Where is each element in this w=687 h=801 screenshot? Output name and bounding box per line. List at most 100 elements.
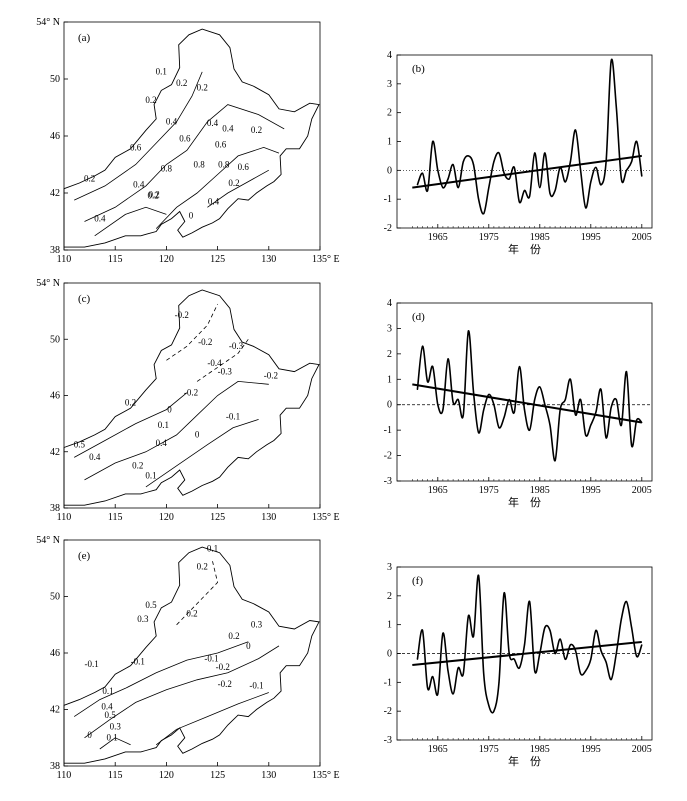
contour-label: 0 — [195, 430, 200, 440]
data-point — [488, 393, 490, 396]
map-panel-label: (e) — [78, 550, 91, 562]
x-tick-label: 1975 — [479, 744, 499, 755]
data-point — [467, 330, 469, 332]
data-point — [483, 212, 485, 215]
data-point — [544, 152, 546, 154]
contour-line — [155, 146, 280, 229]
x-tick-label: 1985 — [530, 744, 550, 755]
data-point — [472, 635, 475, 637]
data-point — [590, 181, 592, 183]
contour-line — [196, 339, 249, 382]
lon-tick-label: 135° E — [312, 512, 340, 523]
contour-label: -0.2 — [216, 662, 230, 672]
contour-label: -0.2 — [218, 679, 232, 689]
lon-tick-label: 115 — [108, 770, 123, 781]
data-point — [549, 629, 551, 632]
lat-tick-label: 42 — [50, 447, 60, 458]
data-point — [498, 152, 500, 154]
contour-line — [74, 71, 203, 201]
region-outline — [63, 289, 320, 506]
data-point — [636, 655, 638, 657]
data-point — [636, 140, 638, 143]
data-point — [503, 172, 505, 174]
contour-label: 0.2 — [125, 397, 136, 407]
data-point — [641, 644, 643, 646]
data-point — [503, 416, 505, 419]
map-panel — [63, 21, 321, 251]
contour-line — [84, 380, 269, 481]
contour-label: 0 — [189, 211, 194, 221]
x-axis-label: 年 份 — [508, 495, 541, 509]
data-point — [416, 388, 418, 391]
map-panel — [63, 539, 321, 767]
data-point — [610, 60, 612, 62]
data-point — [595, 629, 597, 632]
map-panel-label: (a) — [78, 32, 91, 44]
contour-line — [84, 645, 280, 739]
contour-label: -0.1 — [131, 656, 145, 666]
data-point — [457, 187, 459, 189]
lon-tick-label: 110 — [57, 770, 72, 781]
data-point — [539, 386, 541, 388]
data-point — [483, 409, 485, 411]
lon-tick-label: 125 — [210, 770, 225, 781]
lat-tick-label: 46 — [50, 131, 60, 142]
contour-label: 0.4 — [133, 179, 145, 189]
x-tick-label: 2005 — [632, 485, 652, 496]
data-point — [498, 427, 500, 429]
timeseries-panel-label: (d) — [412, 311, 425, 323]
lon-tick-label: 135° E — [312, 254, 340, 265]
y-tick-label: -3 — [384, 735, 392, 746]
data-point — [498, 681, 500, 683]
timeseries-panel — [396, 54, 653, 229]
data-point — [462, 673, 464, 675]
data-point — [625, 169, 628, 171]
y-tick-label: -1 — [384, 194, 392, 205]
contour-label: 0.4 — [156, 438, 168, 448]
x-tick-label: 2005 — [632, 744, 652, 755]
data-point — [427, 381, 429, 383]
contour-label: 0.2 — [251, 125, 262, 135]
lat-tick-label: 54° N — [36, 535, 60, 546]
y-tick-label: 2 — [387, 108, 392, 119]
data-point — [508, 652, 510, 655]
data-point — [478, 432, 480, 434]
data-point — [523, 189, 526, 192]
data-point — [590, 424, 592, 426]
data-point — [564, 399, 566, 401]
data-point — [625, 371, 628, 373]
data-point — [427, 189, 429, 192]
data-point — [620, 178, 623, 180]
contour-label: 0.6 — [179, 134, 191, 144]
timeseries-panel-label: (b) — [412, 63, 425, 75]
y-tick-label: 4 — [387, 298, 392, 309]
y-tick-label: -3 — [384, 476, 392, 487]
data-point — [574, 650, 577, 652]
contour-label: -0.2 — [184, 388, 198, 398]
data-point — [447, 178, 449, 180]
data-point — [636, 419, 638, 421]
data-point — [564, 181, 566, 183]
data-point — [585, 207, 587, 209]
x-tick-label: 1975 — [479, 485, 499, 496]
data-point — [432, 365, 434, 368]
lon-tick-label: 120 — [159, 512, 174, 523]
contour-label: 0.2 — [197, 82, 208, 92]
contour-label: 0 — [87, 730, 92, 740]
data-point — [534, 152, 536, 154]
series-line — [416, 574, 643, 714]
data-point — [442, 632, 444, 634]
data-point — [641, 175, 643, 177]
data-point — [610, 678, 612, 681]
data-point — [437, 404, 439, 406]
contour-label: 0.3 — [251, 620, 263, 630]
data-point — [513, 411, 515, 413]
data-point — [432, 675, 434, 678]
data-point — [620, 424, 623, 426]
contour-label: -0.2 — [175, 310, 189, 320]
data-point — [631, 444, 633, 446]
contour-label: 0.1 — [207, 543, 218, 553]
lat-tick-label: 46 — [50, 391, 60, 402]
data-point — [457, 667, 459, 669]
